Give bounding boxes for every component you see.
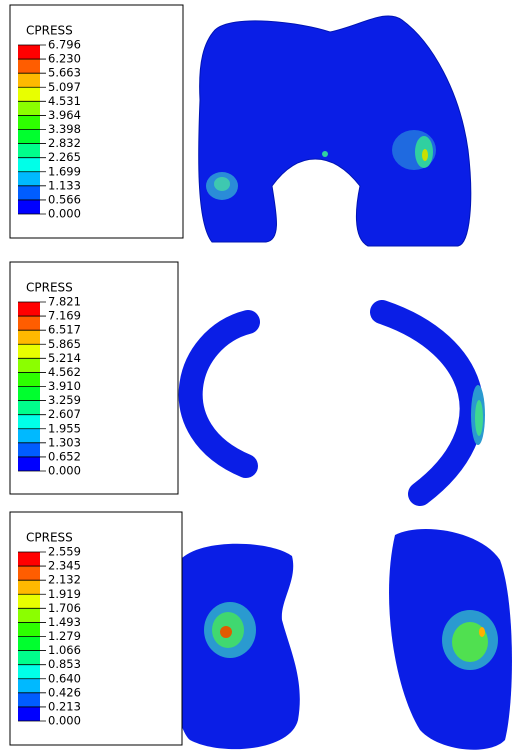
legend-label: 2.832 bbox=[48, 136, 81, 150]
legend-label: 2.559 bbox=[48, 545, 81, 559]
legend-label: 4.531 bbox=[48, 94, 81, 108]
color-band bbox=[18, 186, 40, 200]
color-band bbox=[18, 651, 40, 665]
hotspot bbox=[422, 149, 428, 161]
legend-label: 3.398 bbox=[48, 122, 81, 136]
legend-label: 0.000 bbox=[48, 464, 81, 478]
color-band bbox=[18, 372, 40, 386]
color-band bbox=[18, 552, 40, 566]
color-band bbox=[18, 679, 40, 693]
legend-label: 0.213 bbox=[48, 699, 81, 713]
color-band bbox=[18, 566, 40, 580]
legend-label: 1.303 bbox=[48, 435, 81, 449]
meniscus-left bbox=[191, 322, 248, 466]
legend-label: 7.821 bbox=[48, 295, 81, 309]
color-band bbox=[18, 130, 40, 144]
legend-label: 5.663 bbox=[48, 66, 81, 80]
legend-label: 1.133 bbox=[48, 178, 81, 192]
meniscus-right bbox=[382, 312, 472, 494]
legend-label: 1.279 bbox=[48, 629, 81, 643]
legend-label: 1.919 bbox=[48, 587, 81, 601]
color-band bbox=[18, 580, 40, 594]
femur-shape bbox=[199, 16, 471, 246]
legend-label: 0.640 bbox=[48, 671, 81, 685]
legend-label: 2.345 bbox=[48, 559, 81, 573]
color-band bbox=[18, 45, 40, 59]
color-band bbox=[18, 358, 40, 372]
color-band bbox=[18, 73, 40, 87]
color-band bbox=[18, 594, 40, 608]
legend-label: 6.230 bbox=[48, 52, 81, 66]
legend-label: 1.955 bbox=[48, 421, 81, 435]
legend-label: 7.169 bbox=[48, 309, 81, 323]
legend-label: 5.097 bbox=[48, 80, 81, 94]
color-band bbox=[18, 59, 40, 73]
legend-label: 2.607 bbox=[48, 407, 81, 421]
color-band bbox=[18, 200, 40, 214]
color-band bbox=[18, 665, 40, 679]
hotspot bbox=[475, 400, 483, 436]
color-band bbox=[18, 87, 40, 101]
color-band bbox=[18, 637, 40, 651]
color-band bbox=[18, 608, 40, 622]
hotspot bbox=[479, 627, 485, 637]
legend-label: 1.066 bbox=[48, 643, 81, 657]
color-band bbox=[18, 158, 40, 172]
hotspot bbox=[214, 177, 230, 191]
color-band bbox=[18, 330, 40, 344]
figure: CPRESS6.7966.2305.6635.0974.5313.9643.39… bbox=[0, 0, 513, 756]
legend-label: 0.652 bbox=[48, 449, 81, 463]
hotspot bbox=[322, 151, 328, 157]
legend-label: 1.706 bbox=[48, 601, 81, 615]
legend-label: 1.493 bbox=[48, 615, 81, 629]
legend-label: 5.865 bbox=[48, 337, 81, 351]
color-band bbox=[18, 415, 40, 429]
color-band bbox=[18, 429, 40, 443]
legend-label: 0.426 bbox=[48, 685, 81, 699]
legend-label: 0.853 bbox=[48, 657, 81, 671]
legend-label: 1.699 bbox=[48, 164, 81, 178]
legend-label: 6.796 bbox=[48, 38, 81, 52]
legend-label: 6.517 bbox=[48, 323, 81, 337]
legend-title: CPRESS bbox=[26, 531, 73, 545]
legend-label: 2.132 bbox=[48, 573, 81, 587]
legend-label: 0.566 bbox=[48, 192, 81, 206]
color-band bbox=[18, 443, 40, 457]
legend-label: 0.000 bbox=[48, 714, 81, 728]
legend-label: 3.910 bbox=[48, 379, 81, 393]
legend-title: CPRESS bbox=[26, 281, 73, 295]
legend-label: 0.000 bbox=[48, 207, 81, 221]
color-band bbox=[18, 693, 40, 707]
color-band bbox=[18, 387, 40, 401]
legend-label: 2.265 bbox=[48, 150, 81, 164]
color-band bbox=[18, 707, 40, 721]
color-band bbox=[18, 172, 40, 186]
color-band bbox=[18, 316, 40, 330]
legend-label: 3.964 bbox=[48, 108, 81, 122]
color-band bbox=[18, 302, 40, 316]
color-band bbox=[18, 457, 40, 471]
color-band bbox=[18, 344, 40, 358]
color-band bbox=[18, 101, 40, 115]
color-band bbox=[18, 115, 40, 129]
color-band bbox=[18, 622, 40, 636]
hotspot bbox=[220, 626, 232, 638]
color-band bbox=[18, 401, 40, 415]
legend-label: 4.562 bbox=[48, 365, 81, 379]
legend-label: 3.259 bbox=[48, 393, 81, 407]
legend-title: CPRESS bbox=[26, 24, 73, 38]
legend-label: 5.214 bbox=[48, 351, 81, 365]
color-band bbox=[18, 144, 40, 158]
